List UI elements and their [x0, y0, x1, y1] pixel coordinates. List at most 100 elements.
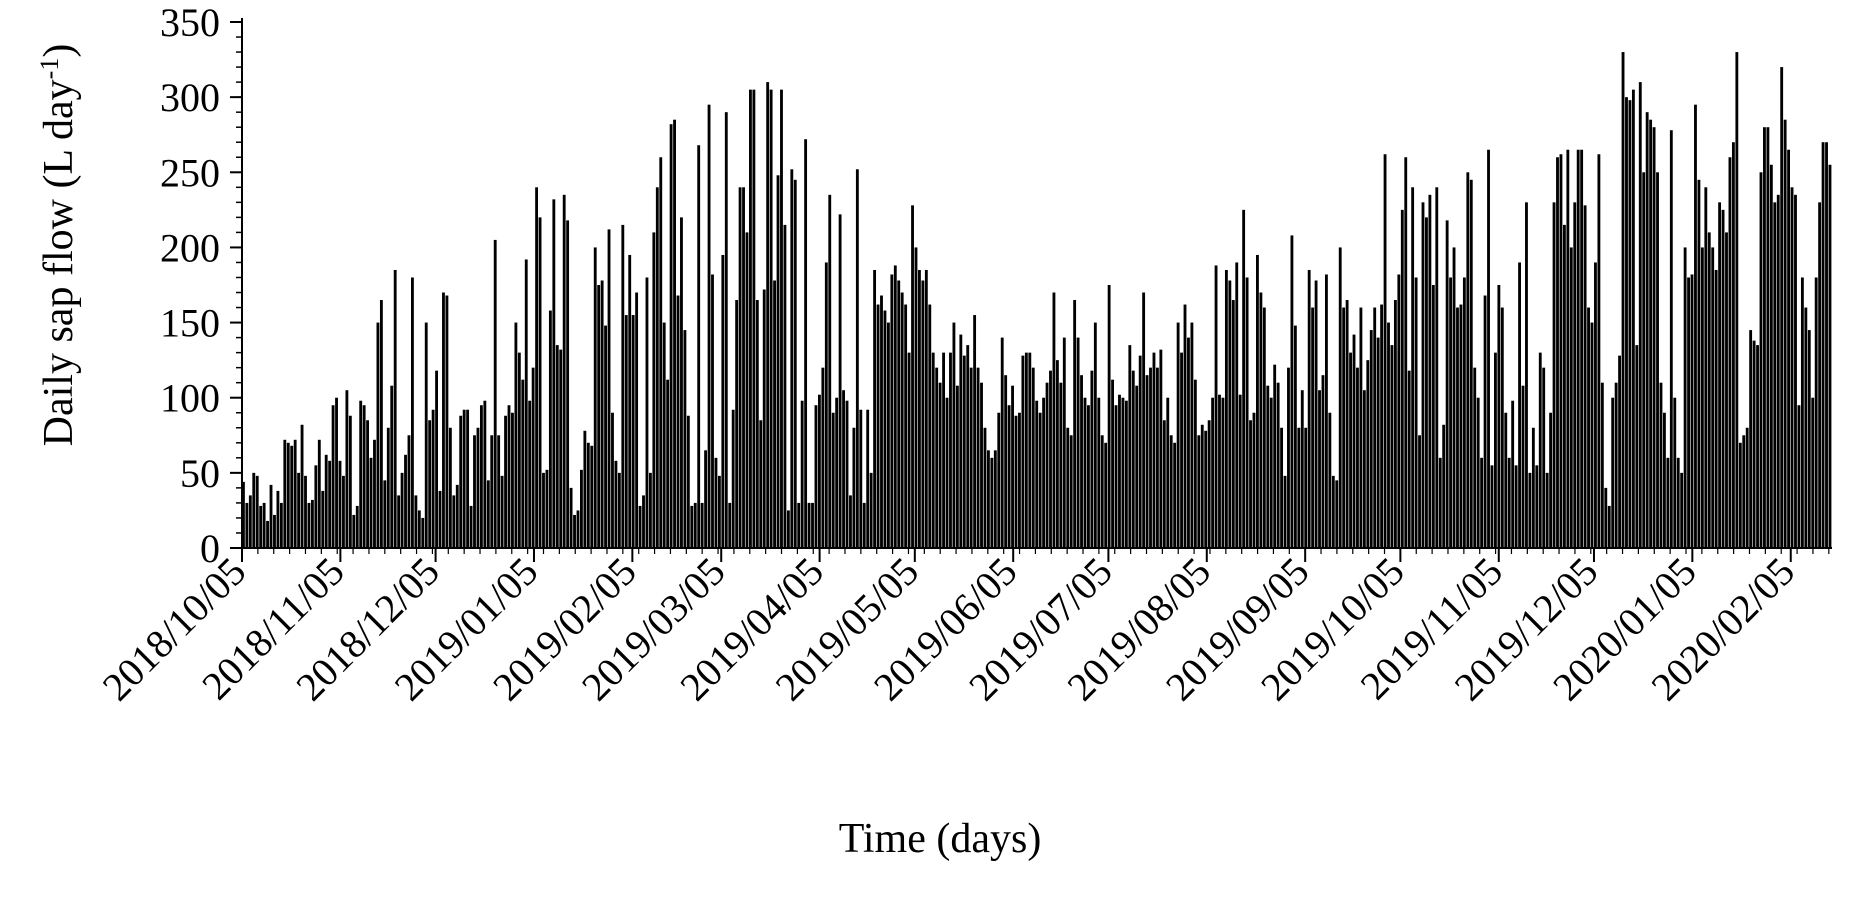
- bar: [1390, 345, 1394, 548]
- bar: [1597, 154, 1601, 548]
- bar: [393, 269, 397, 548]
- bar: [1435, 187, 1439, 548]
- bar: [924, 269, 928, 548]
- bar: [624, 315, 628, 548]
- bar: [1328, 412, 1332, 548]
- bar: [1014, 415, 1018, 548]
- bar: [738, 187, 742, 548]
- bar: [1362, 390, 1366, 548]
- bar: [1183, 304, 1187, 548]
- bar: [255, 475, 259, 548]
- bar: [1707, 232, 1711, 548]
- bar: [1700, 247, 1704, 548]
- bar: [1631, 89, 1635, 548]
- bar: [1676, 457, 1680, 548]
- bar: [590, 445, 594, 548]
- bar: [404, 454, 407, 548]
- bar: [1763, 127, 1766, 548]
- bar: [1452, 247, 1456, 548]
- bar: [1293, 325, 1297, 548]
- bar: [1393, 300, 1397, 548]
- bar: [317, 439, 321, 548]
- y-tick-label: 350: [160, 0, 220, 45]
- bar: [548, 310, 552, 548]
- bar: [338, 460, 342, 548]
- bar: [1007, 405, 1011, 548]
- bar: [1338, 247, 1342, 548]
- bar: [973, 315, 977, 548]
- bar: [793, 179, 797, 549]
- bar: [783, 224, 787, 548]
- bar: [1731, 142, 1735, 549]
- bar: [1566, 149, 1570, 549]
- bar: [1411, 187, 1415, 548]
- bar: [921, 280, 925, 548]
- bar: [1307, 269, 1311, 548]
- bar: [376, 322, 380, 548]
- bar: [597, 285, 601, 548]
- bar: [628, 254, 632, 548]
- bar: [655, 187, 659, 548]
- bar: [359, 400, 363, 548]
- bar: [559, 349, 563, 548]
- bar: [1552, 202, 1556, 548]
- bar: [617, 472, 621, 548]
- bar: [1538, 352, 1542, 548]
- bar: [897, 280, 901, 548]
- bar: [1262, 307, 1266, 548]
- bar: [345, 390, 349, 548]
- bar: [855, 169, 859, 548]
- bar: [700, 502, 704, 548]
- bar: [1752, 340, 1756, 548]
- bar: [407, 435, 411, 548]
- bar: [386, 427, 390, 548]
- bar: [831, 412, 835, 548]
- bar: [462, 409, 466, 548]
- bar: [1207, 420, 1211, 548]
- bar: [1100, 435, 1104, 548]
- bar: [1556, 157, 1559, 548]
- bar: [1273, 364, 1277, 548]
- bar: [1035, 400, 1039, 548]
- bar: [669, 124, 673, 548]
- bar: [1200, 424, 1204, 548]
- bar: [1604, 487, 1608, 548]
- bar: [845, 400, 849, 548]
- bar: [742, 187, 745, 548]
- bar: [428, 420, 432, 548]
- bar: [269, 484, 273, 548]
- bar: [1718, 202, 1722, 548]
- bar: [1387, 322, 1390, 548]
- bar: [1800, 277, 1804, 548]
- bar: [1114, 405, 1118, 548]
- bar: [414, 495, 418, 548]
- bar: [1500, 307, 1504, 548]
- bar: [1562, 224, 1566, 548]
- bar: [1614, 382, 1618, 548]
- bar: [1794, 194, 1797, 548]
- bar: [293, 439, 297, 548]
- bar: [286, 442, 290, 548]
- bar: [493, 239, 497, 548]
- bar: [283, 439, 287, 548]
- bar: [573, 514, 576, 548]
- bar: [1628, 100, 1632, 549]
- bar: [507, 405, 511, 548]
- bar: [890, 274, 894, 548]
- bar: [566, 220, 570, 548]
- bar: [1404, 157, 1408, 548]
- bar: [980, 382, 983, 548]
- x-axis-title: Time (days): [839, 816, 1042, 862]
- bar: [1766, 127, 1770, 548]
- bar: [1787, 149, 1791, 549]
- bar: [786, 510, 790, 548]
- bar: [1497, 285, 1501, 548]
- bar: [1159, 349, 1163, 548]
- bar: [676, 295, 680, 548]
- bar: [880, 295, 883, 548]
- bar: [900, 292, 904, 548]
- bar: [821, 367, 825, 548]
- bar: [1287, 367, 1290, 548]
- bar: [1021, 355, 1025, 548]
- bar: [1149, 367, 1152, 548]
